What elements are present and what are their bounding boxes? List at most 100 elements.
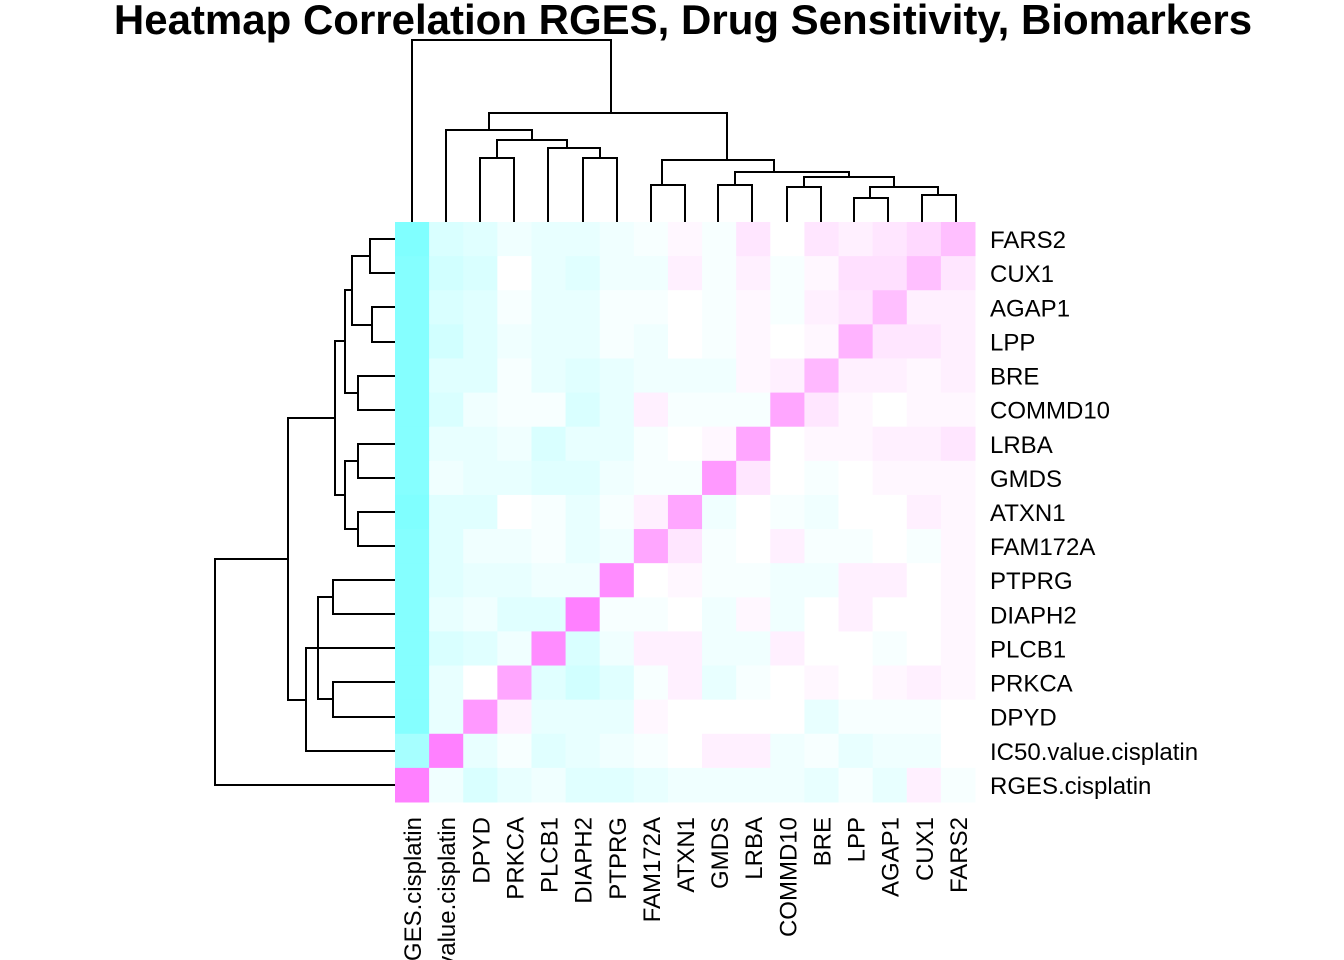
heatmap-cell [702, 290, 737, 325]
heatmap-cell [599, 392, 635, 428]
heatmap-cell [565, 631, 601, 667]
heatmap-cell [804, 665, 840, 701]
heatmap-cell [429, 290, 464, 325]
heatmap-cell [736, 767, 771, 803]
heatmap-cell [633, 563, 669, 598]
column-label: DIAPH2 [571, 817, 598, 904]
heatmap-cell [463, 631, 498, 667]
heatmap-cell [565, 563, 601, 598]
heatmap-cell [667, 290, 703, 325]
heatmap-cell [463, 563, 498, 598]
heatmap-cell [804, 529, 840, 564]
heatmap-cell [463, 426, 498, 462]
heatmap-cell [395, 426, 430, 462]
heatmap-cell [736, 222, 771, 257]
column-label: CUX1 [912, 817, 939, 881]
heatmap-cell [702, 665, 737, 701]
heatmap-cell [906, 460, 942, 496]
column-label: BRE [809, 817, 836, 866]
heatmap-cell [770, 324, 805, 359]
heatmap-cell [906, 665, 942, 701]
heatmap-cell [702, 563, 737, 598]
column-label: LPP [844, 817, 871, 862]
heatmap-cell [429, 392, 464, 428]
heatmap-cell [667, 426, 703, 462]
heatmap-cell [463, 290, 498, 325]
heatmap-cell [565, 222, 601, 257]
heatmap-cell [531, 426, 567, 462]
heatmap-cell [702, 460, 737, 496]
row-label: CUX1 [990, 261, 1054, 288]
heatmap-cell [599, 426, 635, 462]
heatmap-cell [429, 529, 464, 564]
heatmap-cell [804, 597, 840, 632]
heatmap-cell [940, 324, 976, 359]
heatmap-cell [531, 222, 567, 257]
heatmap-cell [429, 358, 464, 394]
heatmap-cell [906, 392, 942, 428]
heatmap-cell [667, 494, 703, 530]
column-label: AGAP1 [878, 817, 905, 897]
row-label: GMDS [990, 466, 1062, 493]
heatmap-cell [497, 324, 532, 359]
column-label: ATXN1 [673, 817, 700, 893]
heatmap-cell [872, 426, 908, 462]
heatmap-cell [531, 665, 567, 701]
heatmap-cell [872, 733, 908, 769]
heatmap-cell [429, 256, 464, 291]
heatmap-cell [633, 290, 669, 325]
heatmap-cell [736, 460, 771, 496]
column-label: LRBA [741, 817, 768, 880]
heatmap-cell [702, 767, 737, 803]
heatmap-cell [736, 699, 771, 735]
heatmap-cell [633, 665, 669, 701]
row-label: AGAP1 [990, 295, 1070, 322]
heatmap-cell [429, 733, 464, 769]
heatmap-cell [804, 460, 840, 496]
heatmap-cell [770, 222, 805, 257]
heatmap-cell [872, 529, 908, 564]
heatmap-cell [872, 631, 908, 667]
heatmap-cell [667, 460, 703, 496]
heatmap-cell [565, 665, 601, 701]
heatmap-cell [667, 597, 703, 632]
heatmap-cell [736, 324, 771, 359]
heatmap-cell [906, 256, 942, 291]
heatmap-cell [770, 494, 805, 530]
heatmap-cell [599, 222, 635, 257]
heatmap-cell [497, 392, 532, 428]
heatmap-cell [872, 256, 908, 291]
heatmap-cell [395, 324, 430, 359]
heatmap-cell [838, 631, 874, 667]
heatmap-cell [736, 597, 771, 632]
heatmap-cell [940, 494, 976, 530]
heatmap-cell [702, 699, 737, 735]
heatmap-cell [599, 597, 635, 632]
heatmap-cell [838, 699, 874, 735]
heatmap-cell [531, 529, 567, 564]
heatmap-cell [633, 460, 669, 496]
heatmap-cell [463, 665, 498, 701]
row-label: FARS2 [990, 227, 1066, 254]
heatmap-cell [872, 290, 908, 325]
heatmap-cell [736, 529, 771, 564]
heatmap-cell [565, 597, 601, 632]
heatmap-cell [872, 563, 908, 598]
heatmap-cell [667, 733, 703, 769]
heatmap-cell [838, 563, 874, 598]
heatmap-cell [667, 358, 703, 394]
heatmap-cell [667, 392, 703, 428]
heatmap-cell [565, 529, 601, 564]
row-label: ATXN1 [990, 500, 1066, 527]
heatmap-cell [463, 597, 498, 632]
heatmap-cell [497, 529, 532, 564]
heatmap-cell [804, 631, 840, 667]
column-label: PTPRG [605, 817, 632, 900]
heatmap-cell [633, 494, 669, 530]
column-label: DPYD [468, 817, 495, 884]
heatmap-cell [736, 358, 771, 394]
heatmap-cell [531, 494, 567, 530]
heatmap-cell [872, 222, 908, 257]
heatmap-cell [940, 529, 976, 564]
column-label: GMDS [707, 817, 734, 889]
